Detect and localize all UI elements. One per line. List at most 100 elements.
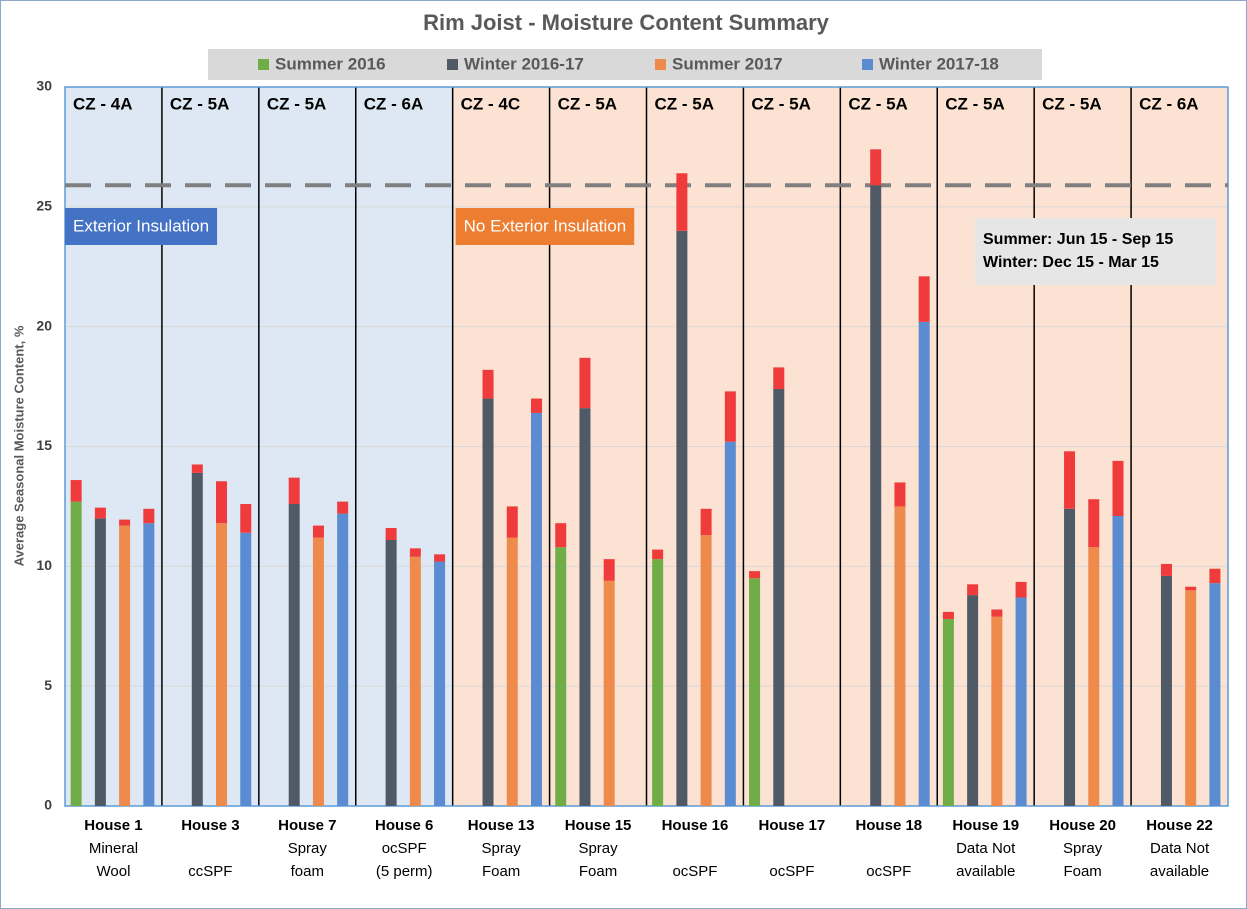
zone-label: CZ - 5A <box>267 94 327 113</box>
bar-top <box>409 548 421 557</box>
zone-label: CZ - 5A <box>848 94 908 113</box>
note-text: Summer: Jun 15 - Sep 15 <box>983 231 1173 248</box>
bar-top <box>676 173 688 231</box>
bar-top <box>1064 451 1076 509</box>
material-label: ocSPF <box>769 863 814 880</box>
bar <box>191 472 203 806</box>
material-label: Foam <box>482 863 520 880</box>
zone-label: CZ - 5A <box>655 94 715 113</box>
zone-label: CZ - 5A <box>945 94 1005 113</box>
region-label: No Exterior Insulation <box>464 216 627 235</box>
bar <box>1015 597 1027 806</box>
bar-top <box>967 584 979 596</box>
material-label: ocSPF <box>866 863 911 880</box>
bar <box>337 513 349 806</box>
x-tick-label: House 18 <box>855 817 922 834</box>
note-box <box>975 218 1216 285</box>
material-label: foam <box>291 863 324 880</box>
bar <box>603 580 615 806</box>
bar-top <box>870 149 882 186</box>
material-label: (5 perm) <box>376 863 433 880</box>
bar-top <box>749 571 761 579</box>
bar <box>143 523 155 806</box>
legend-swatch <box>655 59 666 70</box>
bar-top <box>1185 586 1197 591</box>
y-tick-label: 15 <box>36 437 52 453</box>
legend-label: Summer 2017 <box>672 54 783 73</box>
bar-top <box>94 507 106 519</box>
bar <box>434 561 446 806</box>
bar <box>918 321 930 806</box>
material-label: ocSPF <box>672 863 717 880</box>
bar-top <box>506 506 518 538</box>
bar-top <box>434 554 446 562</box>
x-tick-label: House 22 <box>1146 817 1213 834</box>
material-label: Spray <box>1063 840 1103 857</box>
bar-top <box>724 391 736 442</box>
bar <box>942 619 954 806</box>
y-axis-title: Average Seasonal Moisture Content, % <box>11 325 26 566</box>
bar <box>967 595 979 806</box>
bar-top <box>700 508 712 536</box>
x-tick-label: House 19 <box>952 817 1019 834</box>
material-label: Spray <box>578 840 618 857</box>
bar <box>482 398 494 806</box>
x-tick-label: House 15 <box>565 817 632 834</box>
legend-box <box>208 49 1042 80</box>
x-tick-label: House 6 <box>375 817 433 834</box>
x-tick-label: House 7 <box>278 817 336 834</box>
legend-swatch <box>447 59 458 70</box>
legend-swatch <box>862 59 873 70</box>
bar-top <box>1209 568 1221 584</box>
material-label: Wool <box>97 863 131 880</box>
bar-top <box>191 464 203 473</box>
material-label: Data Not <box>956 840 1016 857</box>
bar <box>724 441 736 806</box>
x-tick-label: House 16 <box>662 817 729 834</box>
material-label: available <box>956 863 1015 880</box>
material-label: Spray <box>288 840 328 857</box>
bar <box>991 616 1003 806</box>
note-text: Winter: Dec 15 - Mar 15 <box>983 254 1159 271</box>
x-tick-label: House 1 <box>84 817 142 834</box>
bar-top <box>773 367 785 389</box>
bar <box>1185 590 1197 806</box>
bar-top <box>216 481 228 524</box>
plot-frame <box>64 86 1229 807</box>
bar-top <box>1112 460 1124 517</box>
chart-title: Rim Joist - Moisture Content Summary <box>423 10 830 35</box>
bar-top <box>918 276 930 322</box>
zone-label: CZ - 4C <box>461 94 520 113</box>
bar <box>652 559 664 806</box>
bar <box>1160 575 1172 806</box>
zone-label: CZ - 5A <box>1042 94 1102 113</box>
bar <box>94 518 106 806</box>
y-tick-label: 25 <box>36 198 52 214</box>
bar <box>288 504 300 806</box>
bar <box>773 388 785 806</box>
x-tick-label: House 17 <box>759 817 826 834</box>
bar-top <box>555 523 567 548</box>
bar <box>1064 508 1076 806</box>
y-tick-label: 30 <box>36 78 52 94</box>
bar-top <box>288 477 300 505</box>
bar-top <box>119 519 131 526</box>
bar <box>216 523 228 806</box>
y-tick-label: 5 <box>44 677 52 693</box>
bar <box>530 412 542 806</box>
bar <box>894 506 906 806</box>
zone-label: CZ - 6A <box>364 94 424 113</box>
bar <box>579 408 591 806</box>
bar <box>1112 516 1124 806</box>
legend-label: Winter 2017-18 <box>879 54 999 73</box>
bar-top <box>942 611 954 620</box>
x-tick-label: House 13 <box>468 817 535 834</box>
bar-top <box>70 480 82 502</box>
zone-label: CZ - 4A <box>73 94 133 113</box>
bar-top <box>579 357 591 409</box>
legend-swatch <box>258 59 269 70</box>
bar <box>119 525 131 806</box>
x-tick-label: House 3 <box>181 817 239 834</box>
bar-top <box>652 549 664 560</box>
